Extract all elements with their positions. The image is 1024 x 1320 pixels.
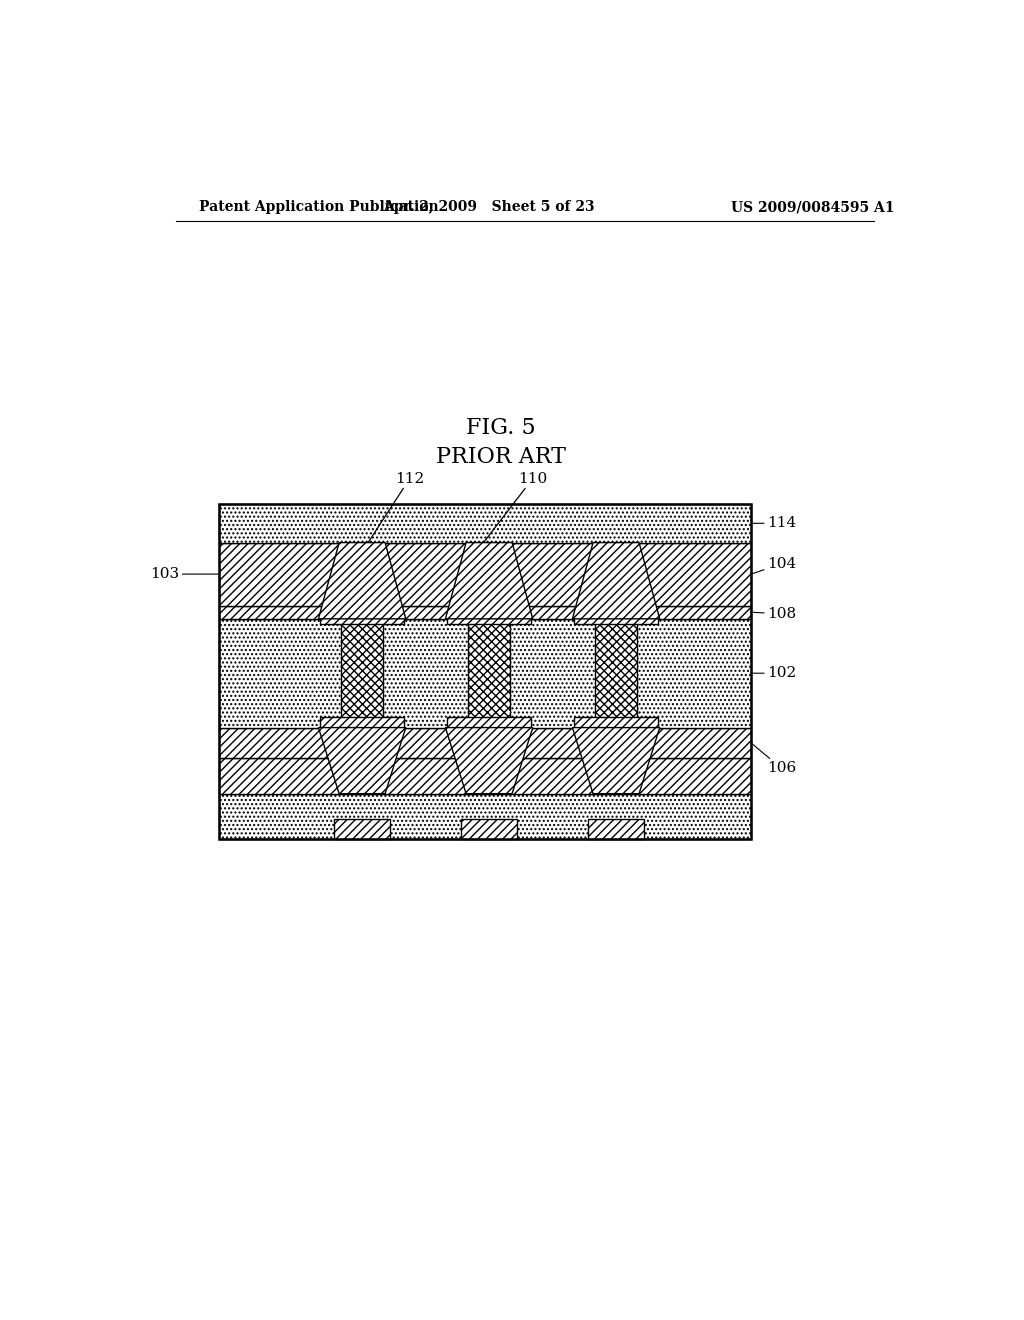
Bar (219, 543, 751, 606)
Text: 104: 104 (751, 557, 796, 574)
Bar (219, 504, 751, 840)
Bar (219, 606, 751, 619)
Text: 108: 108 (751, 607, 796, 620)
Text: PRIOR ART: PRIOR ART (436, 446, 566, 469)
Bar (574, 614, 657, 624)
Bar (447, 718, 530, 731)
Bar (574, 718, 657, 731)
Bar (219, 504, 751, 543)
Bar (447, 614, 530, 624)
Polygon shape (445, 727, 532, 793)
Text: 103: 103 (151, 568, 219, 581)
Polygon shape (318, 727, 406, 793)
Text: 106: 106 (751, 743, 796, 775)
Bar (595, 619, 637, 727)
Bar (321, 614, 403, 624)
Text: US 2009/0084595 A1: US 2009/0084595 A1 (731, 201, 895, 214)
Polygon shape (572, 543, 659, 619)
Bar (219, 727, 751, 758)
Polygon shape (572, 727, 659, 793)
Bar (334, 818, 390, 840)
Text: FIG. 5: FIG. 5 (466, 417, 536, 438)
Text: Patent Application Publication: Patent Application Publication (200, 201, 439, 214)
Bar (462, 818, 517, 840)
Bar (219, 758, 751, 793)
Text: Apr. 2, 2009   Sheet 5 of 23: Apr. 2, 2009 Sheet 5 of 23 (383, 201, 595, 214)
Bar (219, 619, 751, 727)
Polygon shape (318, 543, 406, 619)
Bar (341, 619, 383, 727)
Text: 114: 114 (751, 516, 796, 531)
Text: 102: 102 (751, 667, 796, 680)
Bar (219, 793, 751, 840)
Polygon shape (445, 543, 532, 619)
Bar (588, 818, 644, 840)
Text: 112: 112 (367, 471, 424, 545)
Bar (468, 619, 510, 727)
Bar (321, 718, 403, 731)
Text: 110: 110 (481, 471, 548, 545)
